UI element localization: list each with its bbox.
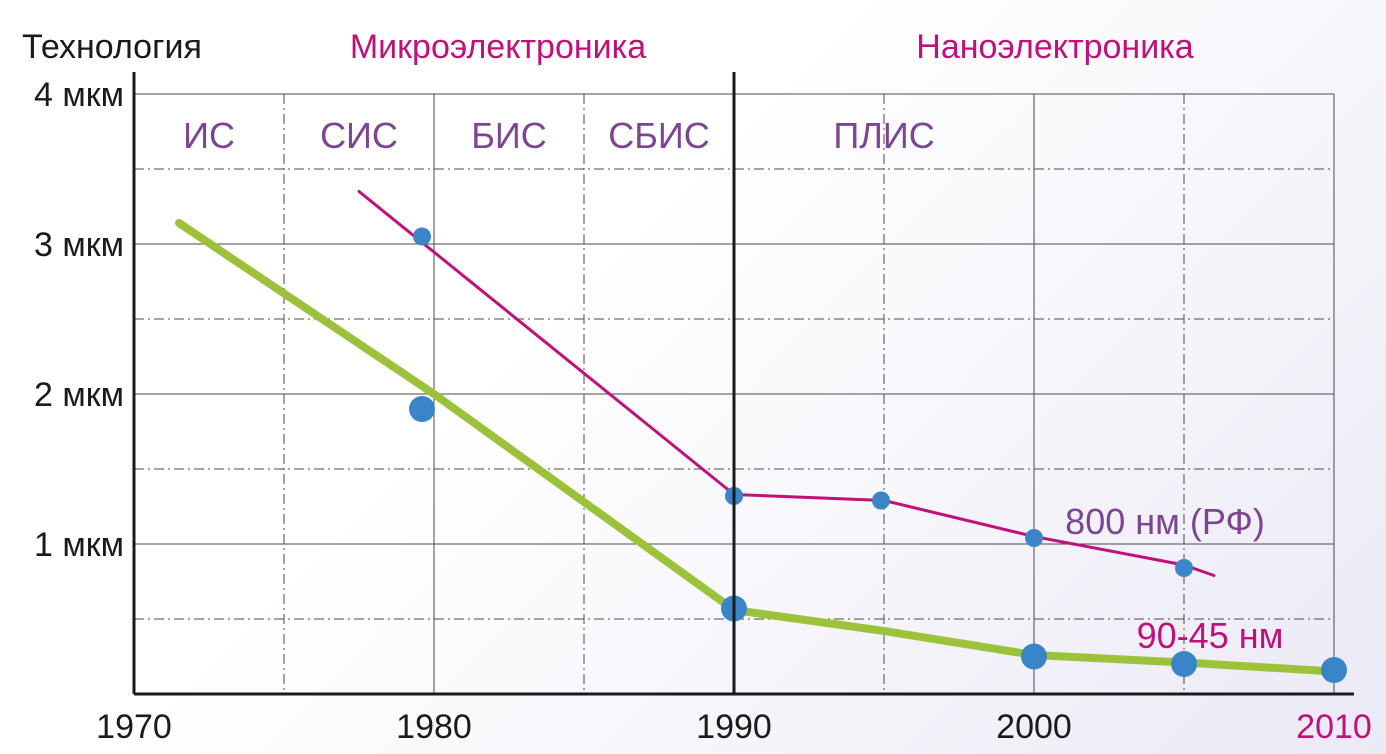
phase-label: СИС xyxy=(320,115,398,156)
y-tick-label: 2 мкм xyxy=(34,376,124,414)
data-point xyxy=(872,491,890,510)
phase-label: ПЛИС xyxy=(833,115,934,156)
series-label-800nm: 800 нм (РФ) xyxy=(1065,501,1265,542)
data-point xyxy=(1021,643,1047,670)
series-labels: 800 нм (РФ) 90-45 нм xyxy=(1065,501,1283,656)
y-axis-title: Технология xyxy=(22,28,202,66)
data-point xyxy=(1025,529,1043,547)
series-lines xyxy=(175,190,1338,676)
series-label-90-45nm: 90-45 нм xyxy=(1137,615,1284,656)
axes xyxy=(132,72,1354,696)
x-tick-label: 1990 xyxy=(696,708,772,746)
x-tick-label: 2010 xyxy=(1296,708,1372,746)
data-point xyxy=(409,396,435,422)
phase-label: ИС xyxy=(183,115,235,156)
tick-labels: 1970 1980 1990 2000 2010 1 мкм 2 мкм 3 мкм 4 мкм xyxy=(34,76,1372,746)
data-point xyxy=(1321,657,1347,683)
y-tick-label: 3 мкм xyxy=(34,226,124,264)
era-label-micro: Микроэлектроника xyxy=(350,28,646,66)
phase-label: БИС xyxy=(471,115,547,156)
y-tick-label: 1 мкм xyxy=(34,526,124,564)
series-line xyxy=(175,219,1338,676)
data-point xyxy=(1175,559,1193,577)
y-tick-label: 4 мкм xyxy=(34,76,124,114)
data-point xyxy=(1171,651,1197,677)
era-label-nano: Наноэлектроника xyxy=(916,28,1194,66)
x-tick-label: 1980 xyxy=(396,708,472,746)
x-tick-label: 1970 xyxy=(96,708,172,746)
phase-label: СБИС xyxy=(608,115,710,156)
phase-labels: ИС СИС БИС СБИС ПЛИС xyxy=(183,115,935,156)
data-point xyxy=(413,227,431,246)
x-tick-label: 2000 xyxy=(996,708,1072,746)
